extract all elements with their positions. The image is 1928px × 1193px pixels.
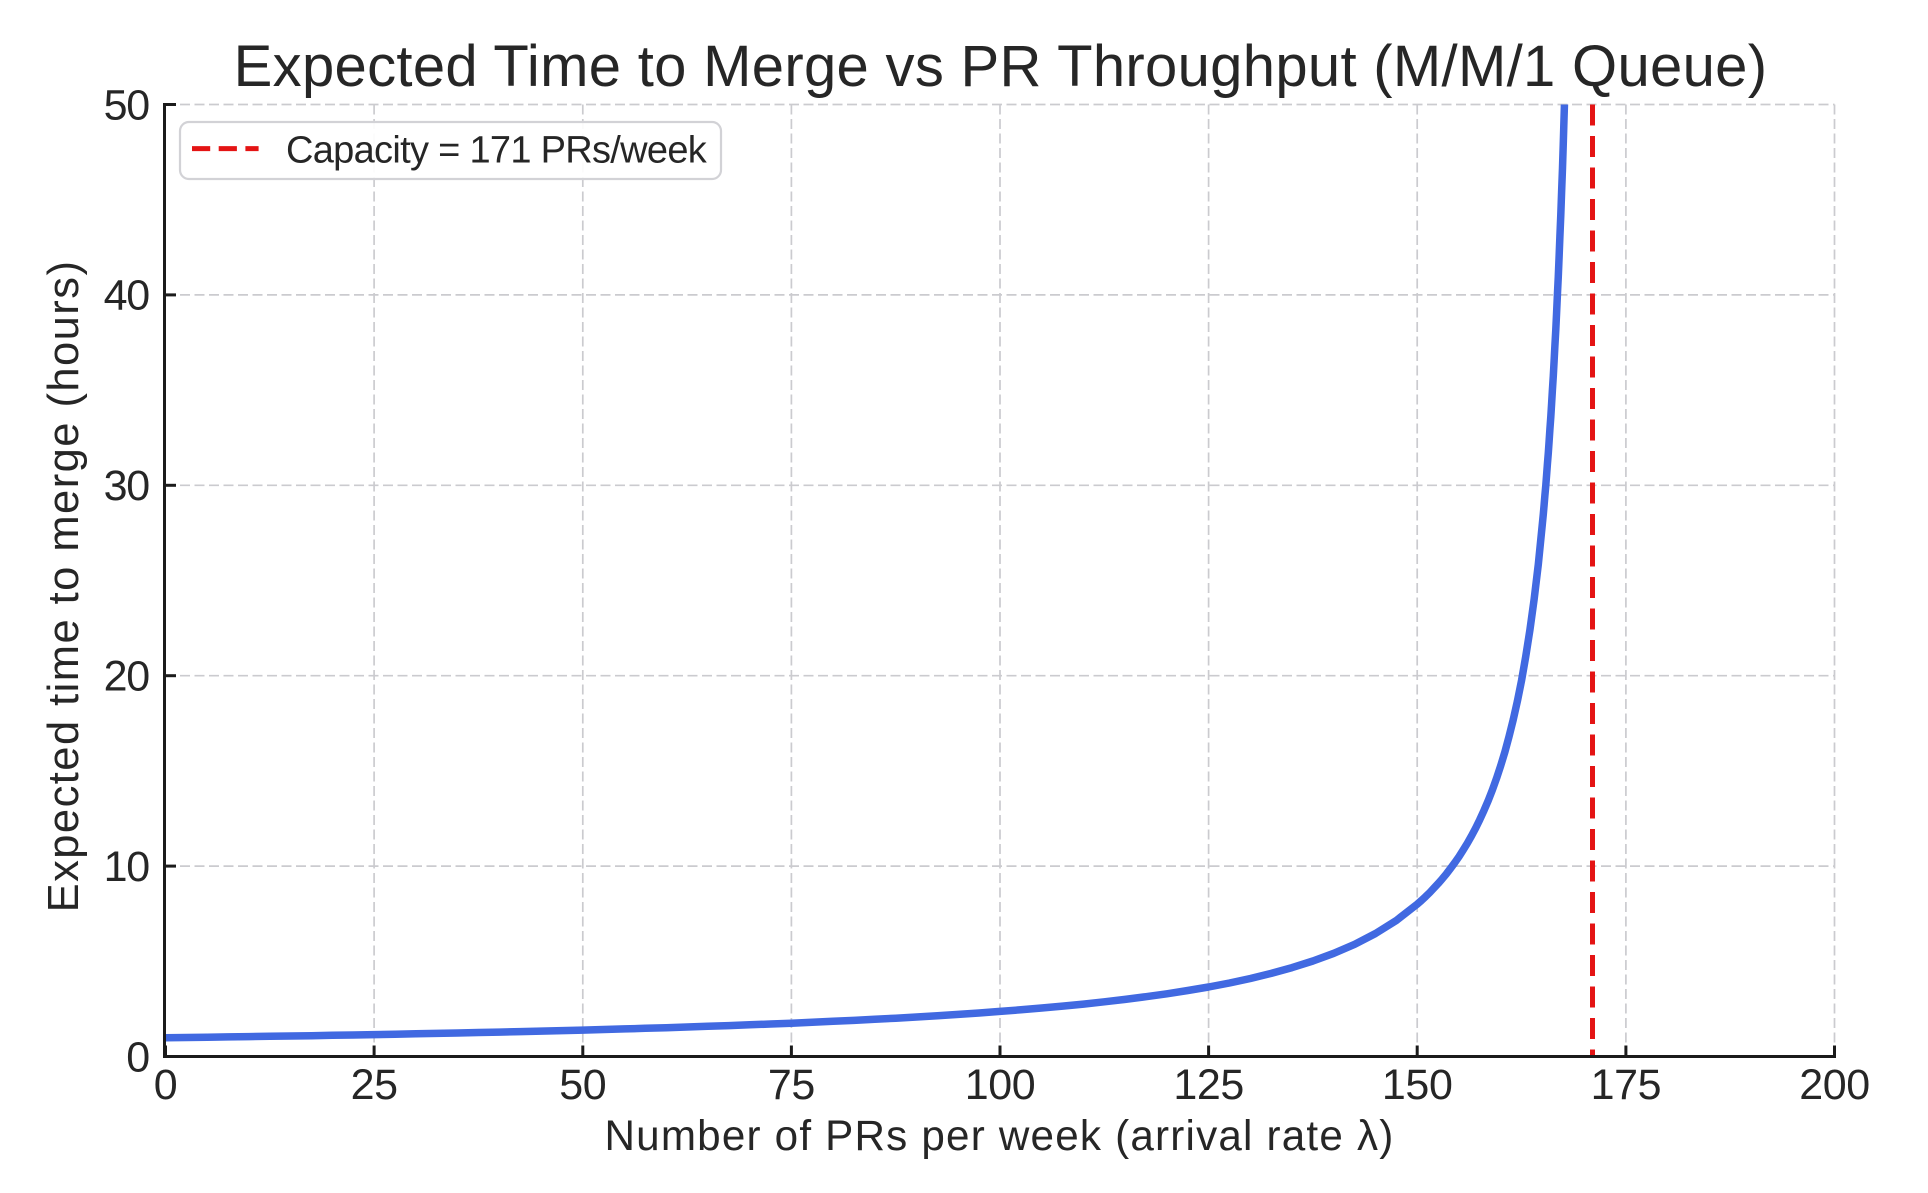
svg-text:20: 20 <box>104 653 150 701</box>
svg-text:50: 50 <box>104 81 150 129</box>
svg-text:150: 150 <box>1382 1061 1453 1109</box>
svg-text:Expected Time to Merge vs PR T: Expected Time to Merge vs PR Throughput … <box>234 34 1768 99</box>
svg-text:75: 75 <box>768 1061 815 1109</box>
svg-text:30: 30 <box>104 462 150 510</box>
svg-text:125: 125 <box>1173 1061 1244 1109</box>
svg-text:Expected time to merge (hours): Expected time to merge (hours) <box>40 260 88 913</box>
svg-text:200: 200 <box>1799 1061 1870 1109</box>
svg-text:Number of PRs per week (arriva: Number of PRs per week (arrival rate λ) <box>605 1112 1395 1159</box>
svg-text:0: 0 <box>126 1033 149 1081</box>
svg-text:40: 40 <box>104 272 150 320</box>
svg-text:Capacity = 171 PRs/week: Capacity = 171 PRs/week <box>286 129 708 171</box>
svg-text:10: 10 <box>104 843 150 891</box>
svg-text:0: 0 <box>154 1061 178 1109</box>
svg-text:25: 25 <box>351 1061 398 1109</box>
svg-text:175: 175 <box>1591 1061 1662 1109</box>
svg-text:100: 100 <box>965 1061 1036 1109</box>
svg-text:50: 50 <box>559 1061 606 1109</box>
